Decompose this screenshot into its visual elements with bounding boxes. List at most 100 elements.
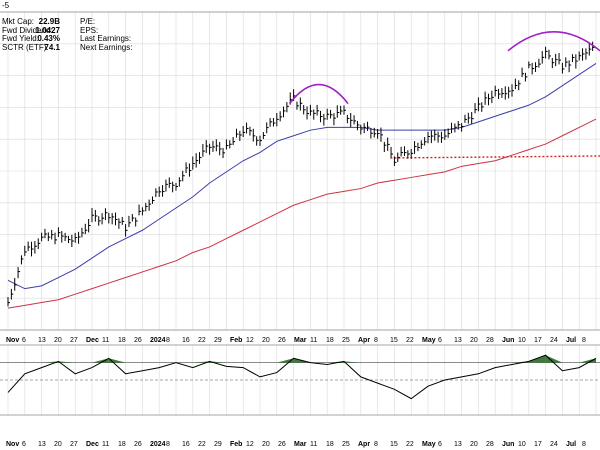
x-tick-label: 10 — [518, 337, 526, 344]
indicator-fill — [545, 355, 563, 363]
x-tick-label: 26 — [278, 441, 286, 448]
indicator-fill — [92, 358, 109, 363]
x-tick-label: 8 — [582, 441, 586, 448]
x-tick-label: 8 — [166, 441, 170, 448]
x-tick-label: Apr — [358, 441, 370, 448]
x-tick-label: 26 — [278, 337, 286, 344]
x-tick-label: May — [422, 441, 436, 448]
x-tick-label: Jul — [566, 441, 576, 448]
x-axis-bottom: Nov 6 13 20 27 Dec 11 18 26 2024 8 16 22 29 Feb 12 20 26 M… — [6, 441, 586, 448]
stat-value: 0.43% — [37, 34, 60, 44]
resistance-arcs — [288, 31, 600, 105]
x-tick-label: Feb — [230, 337, 242, 344]
indicator-line — [7, 354, 597, 400]
x-tick-label: 29 — [214, 441, 222, 448]
ma-short-line — [7, 63, 597, 290]
x-tick-label: 10 — [518, 441, 526, 448]
x-tick-label: 11 — [102, 337, 109, 344]
stat-right-label: P/E: — [80, 17, 96, 26]
ma-long-line — [7, 118, 597, 309]
x-tick-label: Feb — [230, 441, 242, 448]
x-tick-label: 11 — [102, 441, 109, 448]
x-tick-label: 13 — [38, 337, 46, 344]
x-tick-label: 17 — [534, 337, 542, 344]
stat-label: Mkt Cap: — [2, 17, 35, 26]
x-tick-label: 11 — [310, 441, 317, 448]
symbol-label: -5 — [2, 1, 10, 10]
x-tick-label: Dec — [86, 337, 99, 344]
ma-short-path — [7, 63, 597, 290]
x-tick-label: 12 — [246, 337, 254, 344]
x-tick-label: 18 — [118, 337, 126, 344]
x-tick-label: 18 — [326, 441, 334, 448]
x-tick-label: 20 — [54, 441, 62, 448]
stat-right-label: Next Earnings: — [80, 42, 133, 52]
stat-label: Fwd Dividend: — [2, 25, 53, 35]
x-tick-label: 13 — [38, 441, 46, 448]
x-tick-label: 8 — [374, 441, 378, 448]
x-tick-label: 20 — [54, 337, 62, 344]
x-tick-label: 24 — [550, 441, 558, 448]
x-tick-label: 12 — [246, 441, 254, 448]
x-tick-label: 8 — [582, 337, 586, 344]
indicator-panel — [0, 354, 600, 400]
x-tick-label: 8 — [166, 337, 170, 344]
indicator-fill — [192, 361, 210, 363]
x-tick-label: 27 — [70, 441, 78, 448]
indicator-fill — [41, 361, 59, 363]
x-tick-label: Mar — [294, 441, 307, 448]
x-tick-label: 28 — [486, 337, 494, 344]
support-line — [390, 155, 600, 159]
x-tick-label: Mar — [294, 337, 307, 344]
stat-label: Fwd Yield: — [2, 34, 39, 44]
x-tick-label: 6 — [22, 337, 26, 344]
stat-value: 22.9B — [38, 17, 60, 26]
x-tick-label: May — [422, 337, 436, 344]
x-tick-label: 11 — [310, 337, 317, 344]
ma-long-path — [7, 118, 597, 309]
x-tick-label: 27 — [70, 337, 78, 344]
x-tick-label: 15 — [390, 441, 398, 448]
x-tick-label: 22 — [406, 337, 414, 344]
x-tick-label: 26 — [134, 337, 142, 344]
x-tick-label: 18 — [326, 337, 334, 344]
price-bars — [7, 41, 595, 307]
x-tick-label: Jul — [566, 337, 576, 344]
x-tick-label: 28 — [486, 441, 494, 448]
x-tick-label: 6 — [438, 441, 442, 448]
x-tick-label: 6 — [438, 337, 442, 344]
stat-right-label: Last Earnings: — [80, 34, 132, 44]
stat-value: 1.0427 — [35, 25, 60, 35]
x-tick-label: 18 — [118, 441, 126, 448]
x-tick-label: 20 — [470, 337, 478, 344]
x-tick-label: 24 — [550, 337, 558, 344]
x-tick-label: Nov — [6, 337, 19, 344]
resistance-arc — [507, 31, 600, 52]
x-tick-label: 22 — [406, 441, 414, 448]
resistance-arc — [288, 83, 349, 105]
x-tick-label: 29 — [214, 337, 222, 344]
x-tick-label: 20 — [470, 441, 478, 448]
x-tick-label: 20 — [262, 337, 270, 344]
support-dash — [390, 155, 600, 159]
x-tick-label: 16 — [182, 337, 190, 344]
x-tick-label: 8 — [374, 337, 378, 344]
x-tick-label: 2024 — [150, 337, 166, 344]
x-tick-label: Dec — [86, 441, 99, 448]
x-tick-label: Apr — [358, 337, 370, 344]
x-tick-label: 13 — [454, 441, 462, 448]
chart-grid — [0, 11, 600, 416]
x-tick-label: 13 — [454, 337, 462, 344]
indicator-fill — [579, 358, 596, 363]
x-tick-label: Nov — [6, 441, 19, 448]
indicator-fill — [58, 361, 76, 363]
indicator-fill — [344, 361, 361, 363]
x-tick-label: 16 — [182, 441, 190, 448]
x-tick-label: Jun — [502, 337, 514, 344]
x-tick-label: 17 — [534, 441, 542, 448]
x-axis-top: Nov 6 13 20 27 Dec 11 18 26 2024 8 16 22 29 Feb 12 20 26 M… — [6, 337, 586, 344]
stat-label: SCTR (ETF): — [2, 42, 49, 52]
x-tick-label: 25 — [342, 441, 350, 448]
x-tick-label: 6 — [22, 441, 26, 448]
